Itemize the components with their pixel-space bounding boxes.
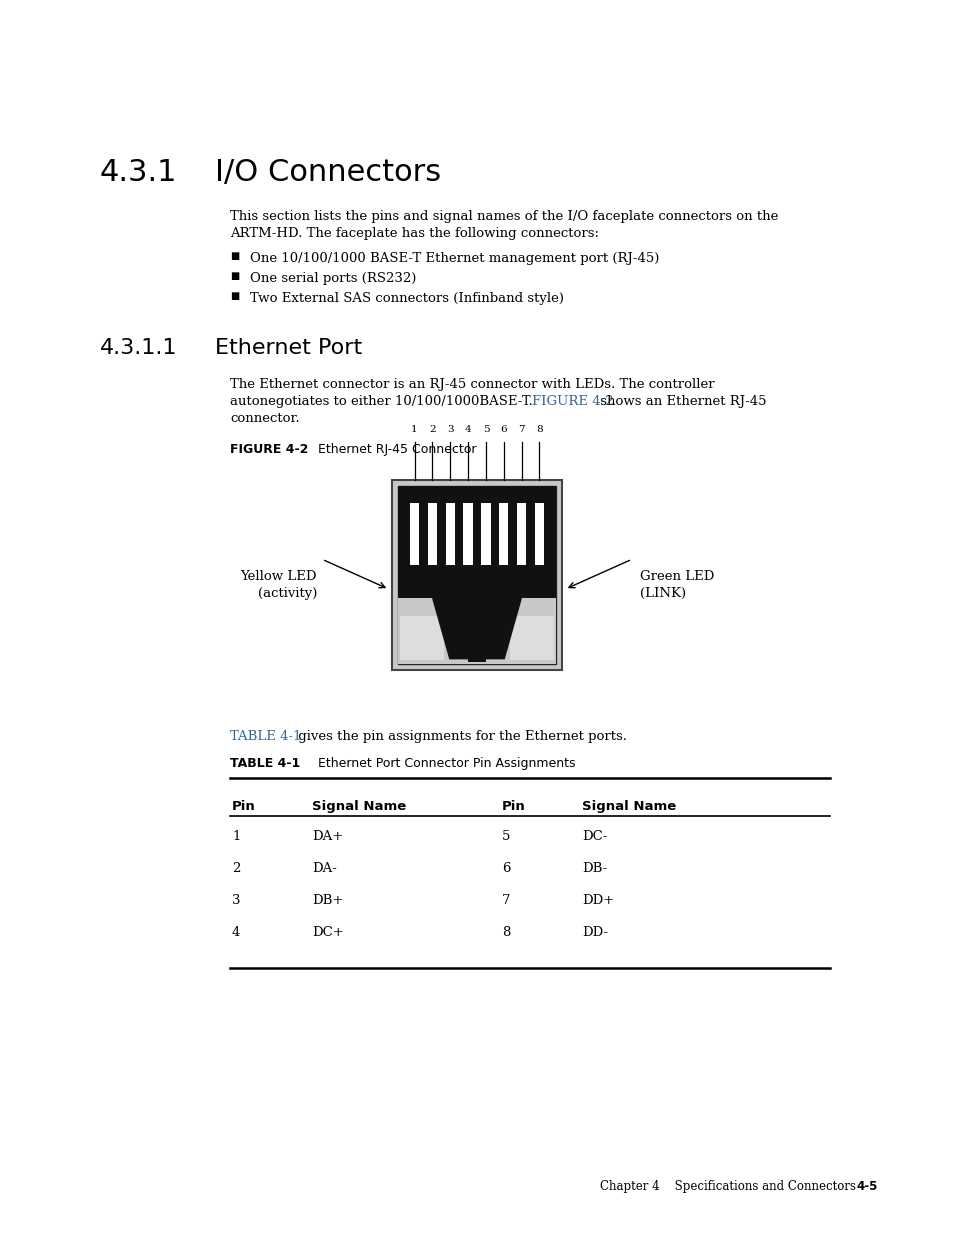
Text: Ethernet Port Connector Pin Assignments: Ethernet Port Connector Pin Assignments	[302, 757, 575, 769]
Text: DA+: DA+	[312, 830, 343, 844]
Bar	[498, 503, 508, 564]
Text: FIGURE 4-2: FIGURE 4-2	[532, 395, 613, 408]
Bar	[399, 615, 444, 659]
Text: Pin: Pin	[232, 800, 255, 813]
Text: DA-: DA-	[312, 862, 336, 876]
Bar	[463, 503, 473, 564]
Text: Ethernet Port: Ethernet Port	[214, 338, 362, 358]
Bar	[445, 503, 455, 564]
Text: This section lists the pins and signal names of the I/O faceplate connectors on : This section lists the pins and signal n…	[230, 210, 778, 224]
Text: 7: 7	[517, 425, 524, 433]
Text: DC+: DC+	[312, 926, 343, 939]
Bar	[427, 503, 436, 564]
Text: ■: ■	[230, 252, 239, 261]
Text: 2: 2	[232, 862, 240, 876]
Text: Signal Name: Signal Name	[312, 800, 406, 813]
Text: 4: 4	[464, 425, 471, 433]
Text: 4.3.1: 4.3.1	[100, 158, 177, 186]
Text: 4: 4	[232, 926, 240, 939]
Text: FIGURE 4-2: FIGURE 4-2	[230, 443, 308, 456]
Text: Signal Name: Signal Name	[581, 800, 676, 813]
Text: DB-: DB-	[581, 862, 607, 876]
Bar	[480, 503, 490, 564]
Text: 1: 1	[232, 830, 240, 844]
Bar	[397, 487, 556, 664]
Text: 5: 5	[482, 425, 489, 433]
Text: 6: 6	[500, 425, 507, 433]
Text: 2: 2	[429, 425, 436, 433]
Bar	[397, 487, 556, 599]
Text: (activity): (activity)	[257, 587, 316, 600]
Text: DC-: DC-	[581, 830, 607, 844]
Text: 5: 5	[501, 830, 510, 844]
Text: 4-5: 4-5	[855, 1179, 877, 1193]
Text: gives the pin assignments for the Ethernet ports.: gives the pin assignments for the Ethern…	[294, 730, 626, 743]
Bar	[517, 503, 526, 564]
Text: ■: ■	[230, 272, 239, 282]
Polygon shape	[433, 599, 520, 658]
Text: DB+: DB+	[312, 894, 343, 906]
Bar	[468, 626, 485, 662]
Text: ■: ■	[230, 291, 239, 301]
Text: I/O Connectors: I/O Connectors	[214, 158, 440, 186]
Text: (LINK): (LINK)	[639, 587, 685, 600]
Text: 8: 8	[501, 926, 510, 939]
Text: TABLE 4-1: TABLE 4-1	[230, 730, 301, 743]
Text: Yellow LED: Yellow LED	[240, 571, 316, 583]
Bar	[410, 503, 419, 564]
Text: DD+: DD+	[581, 894, 614, 906]
Text: 7: 7	[501, 894, 510, 906]
Text: 8: 8	[536, 425, 542, 433]
Text: shows an Ethernet RJ-45: shows an Ethernet RJ-45	[596, 395, 765, 408]
Text: 6: 6	[501, 862, 510, 876]
Text: TABLE 4-1: TABLE 4-1	[230, 757, 300, 769]
Text: The Ethernet connector is an RJ-45 connector with LEDs. The controller: The Ethernet connector is an RJ-45 conne…	[230, 378, 714, 391]
Text: Green LED: Green LED	[639, 571, 714, 583]
Text: DD-: DD-	[581, 926, 607, 939]
Text: Two External SAS connectors (Infinband style): Two External SAS connectors (Infinband s…	[250, 291, 563, 305]
Text: Ethernet RJ-45 Connector: Ethernet RJ-45 Connector	[306, 443, 476, 456]
Bar	[397, 597, 556, 664]
Bar	[509, 615, 554, 659]
Text: 1: 1	[411, 425, 417, 433]
Text: 3: 3	[446, 425, 453, 433]
Text: 3: 3	[232, 894, 240, 906]
Text: 4.3.1.1: 4.3.1.1	[100, 338, 177, 358]
Bar	[392, 480, 561, 671]
Text: ARTM-HD. The faceplate has the following connectors:: ARTM-HD. The faceplate has the following…	[230, 227, 598, 240]
Text: One serial ports (RS232): One serial ports (RS232)	[250, 272, 416, 285]
Text: Pin: Pin	[501, 800, 525, 813]
Text: autonegotiates to either 10/100/1000BASE-T.: autonegotiates to either 10/100/1000BASE…	[230, 395, 537, 408]
Text: One 10/100/1000 BASE-T Ethernet management port (RJ-45): One 10/100/1000 BASE-T Ethernet manageme…	[250, 252, 659, 266]
Text: Chapter 4    Specifications and Connectors: Chapter 4 Specifications and Connectors	[599, 1179, 855, 1193]
Bar	[534, 503, 543, 564]
Text: connector.: connector.	[230, 412, 299, 425]
